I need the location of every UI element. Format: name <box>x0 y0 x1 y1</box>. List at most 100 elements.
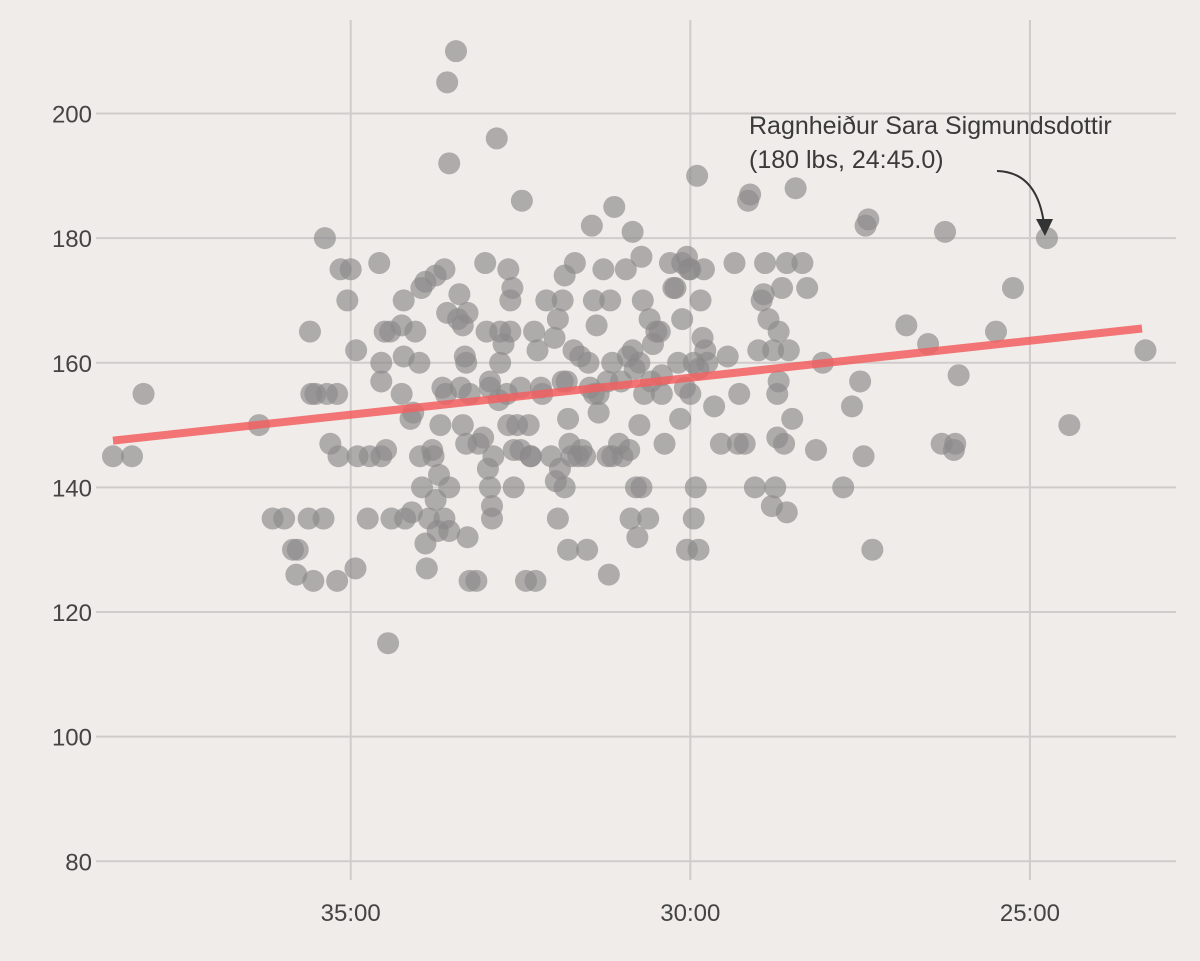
data-point <box>574 445 597 468</box>
data-point <box>375 439 398 461</box>
data-point <box>841 395 863 418</box>
data-point <box>630 476 653 499</box>
data-point <box>499 320 522 343</box>
data-point <box>762 339 785 362</box>
data-point <box>313 227 336 250</box>
data-point <box>286 538 309 561</box>
data-point <box>474 252 497 275</box>
data-point <box>438 152 461 175</box>
data-point <box>497 258 520 281</box>
x-tick-label: 30:00 <box>660 900 720 927</box>
data-point <box>728 382 751 405</box>
data-point <box>481 507 503 530</box>
data-point <box>709 432 732 455</box>
data-point <box>344 557 367 580</box>
data-point <box>832 476 855 499</box>
data-point <box>630 245 653 268</box>
data-point <box>723 252 746 275</box>
data-point <box>121 445 143 468</box>
data-point <box>485 127 508 150</box>
data-point <box>648 320 671 343</box>
data-point <box>1058 414 1081 437</box>
data-point <box>326 569 349 592</box>
data-point <box>273 507 296 530</box>
data-point <box>455 351 478 374</box>
data-point <box>285 563 308 586</box>
data-point <box>764 476 787 499</box>
annotation-name: Ragnheiður Sara Sigmundsdottir <box>749 112 1112 140</box>
data-point <box>546 507 569 530</box>
data-point <box>671 308 694 331</box>
data-point <box>587 401 610 424</box>
data-point <box>669 407 692 430</box>
data-point <box>791 252 814 275</box>
data-point <box>438 520 461 543</box>
data-point <box>448 283 471 306</box>
data-point <box>501 276 524 299</box>
data-point <box>456 301 479 324</box>
data-point <box>631 289 654 312</box>
data-point <box>438 476 461 499</box>
data-point <box>752 283 775 306</box>
data-point <box>482 445 505 468</box>
data-point <box>614 258 637 281</box>
data-point <box>392 289 415 312</box>
data-point <box>336 289 359 312</box>
data-point <box>861 538 884 561</box>
data-point <box>415 557 438 580</box>
data-point <box>429 414 452 437</box>
data-point <box>345 339 368 362</box>
data-point <box>805 439 827 461</box>
data-point <box>684 476 707 499</box>
data-point <box>465 569 488 592</box>
data-point <box>1134 339 1157 362</box>
y-tick-label: 120 <box>52 600 92 627</box>
data-point <box>767 370 790 393</box>
trend-line <box>112 324 1143 445</box>
data-point <box>339 258 362 281</box>
data-point <box>557 407 580 430</box>
data-point <box>619 507 642 530</box>
y-tick-label: 180 <box>52 226 92 253</box>
data-point <box>667 351 690 374</box>
data-point <box>577 351 600 374</box>
data-point <box>312 507 335 530</box>
data-point <box>773 432 796 455</box>
data-point <box>298 320 321 343</box>
data-point <box>519 445 542 468</box>
data-point <box>580 214 603 237</box>
data-point <box>703 395 726 418</box>
data-point <box>637 507 660 530</box>
data-point <box>390 382 413 405</box>
data-point <box>944 432 967 455</box>
data-point <box>628 414 651 437</box>
data-point <box>553 476 576 499</box>
data-point <box>436 71 459 94</box>
data-point <box>592 258 615 281</box>
data-point <box>603 195 626 218</box>
data-point <box>775 501 798 524</box>
data-point <box>582 289 605 312</box>
data-point <box>370 370 393 393</box>
data-point <box>857 208 880 231</box>
data-point <box>743 476 766 499</box>
data-point <box>546 308 569 331</box>
data-point <box>523 320 546 343</box>
data-point <box>1001 276 1024 299</box>
annotation-arrowhead <box>1036 219 1053 236</box>
data-point <box>472 426 495 449</box>
data-point <box>692 258 715 281</box>
data-point <box>551 289 574 312</box>
data-point <box>628 351 651 374</box>
y-tick-label: 100 <box>52 725 92 752</box>
data-point <box>767 320 790 343</box>
data-point <box>696 351 719 374</box>
data-point <box>754 252 777 275</box>
data-point <box>626 526 649 549</box>
data-point <box>478 476 501 499</box>
x-tick-label: 25:00 <box>1000 900 1060 927</box>
data-point <box>445 40 467 63</box>
data-point <box>132 382 155 405</box>
